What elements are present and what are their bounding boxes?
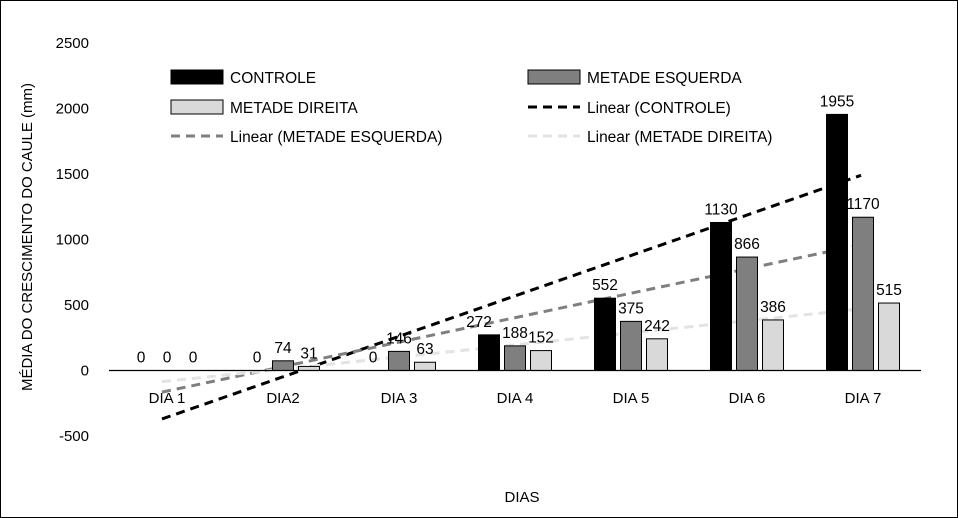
bar-controle <box>478 334 500 372</box>
data-label: 272 <box>466 314 492 331</box>
data-label: 0 <box>189 350 198 367</box>
data-label: 866 <box>734 236 760 253</box>
y-tick-label: 0 <box>81 363 89 380</box>
legend-label: METADE DIREITA <box>230 100 358 117</box>
x-tick-label: DIA 1 <box>149 390 186 407</box>
data-label: 1955 <box>820 93 854 110</box>
bar-metade-direita <box>414 361 436 372</box>
bar-controle <box>826 113 848 372</box>
x-tick-label: DIA 3 <box>381 390 418 407</box>
legend-swatch <box>170 69 224 85</box>
data-label: 152 <box>528 330 554 347</box>
data-label: 0 <box>137 350 146 367</box>
bar-controle <box>594 297 616 371</box>
bar-metade-direita <box>530 350 552 372</box>
data-label: 0 <box>369 350 378 367</box>
y-axis-title: MÉDIA DO CRESCIMENTO DO CAULE (mm) <box>19 83 36 391</box>
data-label: 0 <box>163 350 172 367</box>
y-tick-label: 2000 <box>56 101 89 118</box>
data-label: 63 <box>416 341 433 358</box>
axes: 2500 2000 1500 1000 500 0 -500 DIA 1 DIA2 DIA 3 DI… <box>56 35 921 445</box>
legend-label: METADE ESQUERDA <box>587 70 742 87</box>
legend-label: Linear (METADE ESQUERDA) <box>230 129 442 146</box>
data-label: 386 <box>760 299 786 316</box>
data-label: 188 <box>502 325 528 342</box>
legend-label: Linear (CONTROLE) <box>587 100 731 117</box>
bar-metade-esquerda <box>736 256 758 371</box>
data-label: 31 <box>300 345 317 362</box>
x-tick-label: DIA2 <box>266 390 299 407</box>
data-label: 552 <box>592 277 618 294</box>
x-axis-title: DIAS <box>504 489 539 506</box>
y-tick-label: 1000 <box>56 232 89 249</box>
x-tick-label: DIA 6 <box>729 390 766 407</box>
bar-metade-esquerda <box>620 320 642 371</box>
trendline-0 <box>161 173 862 421</box>
data-label: 242 <box>644 318 670 335</box>
x-tick-label: DIA 5 <box>613 390 650 407</box>
bars <box>272 113 900 372</box>
data-label: 1170 <box>846 196 880 213</box>
data-label: 515 <box>876 282 902 299</box>
legend-label: CONTROLE <box>230 70 316 87</box>
y-tick-label: 1500 <box>56 166 89 183</box>
bar-metade-esquerda <box>852 216 874 371</box>
data-label: 0 <box>253 350 262 367</box>
legend-label: Linear (METADE DIREITA) <box>587 129 772 146</box>
x-tick-label: DIA 7 <box>845 390 882 407</box>
bar-metade-esquerda <box>504 345 526 372</box>
legend-swatch <box>527 69 581 85</box>
bar-metade-esquerda <box>272 360 294 371</box>
y-tick-label: 2500 <box>56 35 89 52</box>
bar-metade-direita <box>878 302 900 371</box>
bar-controle <box>710 221 732 371</box>
legend: CONTROLE METADE ESQUERDA METADE DIREITA Lin… <box>170 69 772 146</box>
data-label: 146 <box>386 330 412 347</box>
y-tick-label: 500 <box>64 297 89 314</box>
bar-metade-esquerda <box>388 350 410 371</box>
x-tick-label: DIA 4 <box>497 390 534 407</box>
legend-swatch <box>170 99 224 115</box>
data-label: 1130 <box>704 201 738 218</box>
bar-metade-direita <box>762 319 784 371</box>
data-label: 74 <box>274 340 292 357</box>
data-label: 375 <box>618 300 644 317</box>
y-tick-label: -500 <box>59 428 89 445</box>
bar-metade-direita <box>646 338 668 372</box>
